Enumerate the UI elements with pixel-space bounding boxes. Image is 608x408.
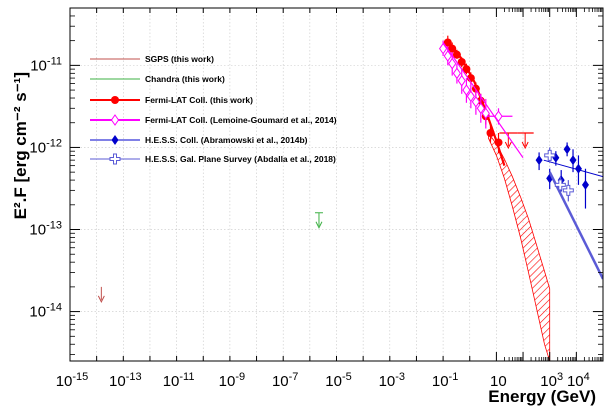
data-point — [452, 50, 461, 59]
data-point — [581, 179, 589, 190]
x-axis-title: Energy (GeV) — [488, 387, 596, 406]
legend-swatch-marker — [110, 114, 120, 126]
y-tick-label: 10-14 — [29, 302, 62, 321]
legend-label: Chandra (this work) — [145, 74, 225, 84]
upper-limit-arrow-head — [521, 141, 529, 150]
data-point — [574, 163, 582, 174]
x-tick-label: 103 — [540, 371, 563, 390]
data-point — [476, 102, 485, 115]
data-series — [97, 35, 603, 303]
upper-limit-arrow-head — [504, 141, 512, 150]
data-point — [457, 74, 466, 87]
data-point — [481, 107, 490, 120]
upper-limit-arrow-head — [315, 221, 323, 229]
legend-entry: Chandra (this work) — [90, 74, 225, 84]
y-tick-label: 10-11 — [30, 55, 62, 74]
data-point — [466, 90, 475, 103]
data-point — [562, 184, 574, 196]
x-tick-label: 10-9 — [219, 371, 245, 390]
grid — [70, 8, 603, 361]
x-tick-label: 10-3 — [379, 371, 405, 390]
series-4 — [535, 142, 603, 209]
x-tick-label: 10-5 — [325, 371, 351, 390]
legend: SGPS (this work) Chandra (this work) Fermi… — [90, 54, 337, 165]
data-point — [448, 44, 457, 53]
legend-entry: H.E.S.S. Gal. Plane Survey (Abdalla et a… — [90, 153, 336, 165]
data-point — [471, 95, 481, 108]
series-1 — [314, 212, 323, 229]
data-point — [443, 50, 452, 62]
data-point — [494, 110, 503, 123]
data-point — [544, 149, 556, 161]
legend-entry: Fermi-LAT Coll. (Lemoine-Goumard et al.,… — [90, 114, 337, 126]
data-point — [438, 42, 448, 55]
x-tick-label: 10-13 — [109, 371, 142, 390]
legend-label: H.E.S.S. Coll. (Abramowski et al., 2014b… — [145, 135, 308, 145]
y-tick-label: 10-13 — [29, 220, 62, 239]
legend-swatch-marker — [111, 135, 119, 145]
series-5 — [544, 147, 603, 280]
series-3 — [438, 40, 524, 159]
legend-entry: H.E.S.S. Coll. (Abramowski et al., 2014b… — [90, 135, 308, 145]
model-line-3 — [442, 42, 524, 159]
data-point — [462, 65, 471, 74]
legend-entry: Fermi-LAT Coll. (this work) — [90, 95, 253, 105]
data-point — [452, 67, 462, 80]
series-0 — [97, 286, 105, 303]
data-point — [457, 57, 466, 66]
y-axis-title: E².F [erg cm⁻² s⁻¹] — [11, 72, 30, 219]
legend-label: H.E.S.S. Gal. Plane Survey (Abdalla et a… — [145, 154, 336, 164]
legend-entry: SGPS (this work) — [90, 54, 214, 64]
y-tick-label: 10-12 — [29, 137, 62, 156]
data-point — [554, 179, 566, 191]
legend-label: Fermi-LAT Coll. (Lemoine-Goumard et al.,… — [145, 115, 337, 125]
data-point — [569, 155, 577, 166]
x-tick-label: 10-7 — [272, 371, 298, 390]
data-point — [443, 38, 452, 47]
x-tick-label: 104 — [567, 371, 590, 390]
data-point — [563, 144, 571, 155]
legend-label: SGPS (this work) — [145, 54, 214, 64]
upper-limit-arrow-head — [97, 295, 105, 303]
legend-swatch-marker — [111, 96, 119, 104]
data-point — [486, 128, 495, 137]
legend-label: Fermi-LAT Coll. (this work) — [145, 95, 253, 105]
x-tick-label: 10-15 — [56, 371, 89, 390]
data-point — [462, 84, 471, 96]
x-tick-label: 10 — [490, 373, 507, 390]
data-point — [448, 57, 457, 70]
x-tick-label: 10-1 — [432, 371, 458, 390]
data-point — [535, 155, 543, 166]
x-tick-label: 10-11 — [163, 371, 195, 390]
legend-swatch-marker — [109, 153, 121, 165]
data-point — [494, 138, 503, 147]
axis-ticks: 10-15 10-13 10-11 10-9 10-7 10-5 10-3 10-1 10 103… — [29, 7, 604, 390]
